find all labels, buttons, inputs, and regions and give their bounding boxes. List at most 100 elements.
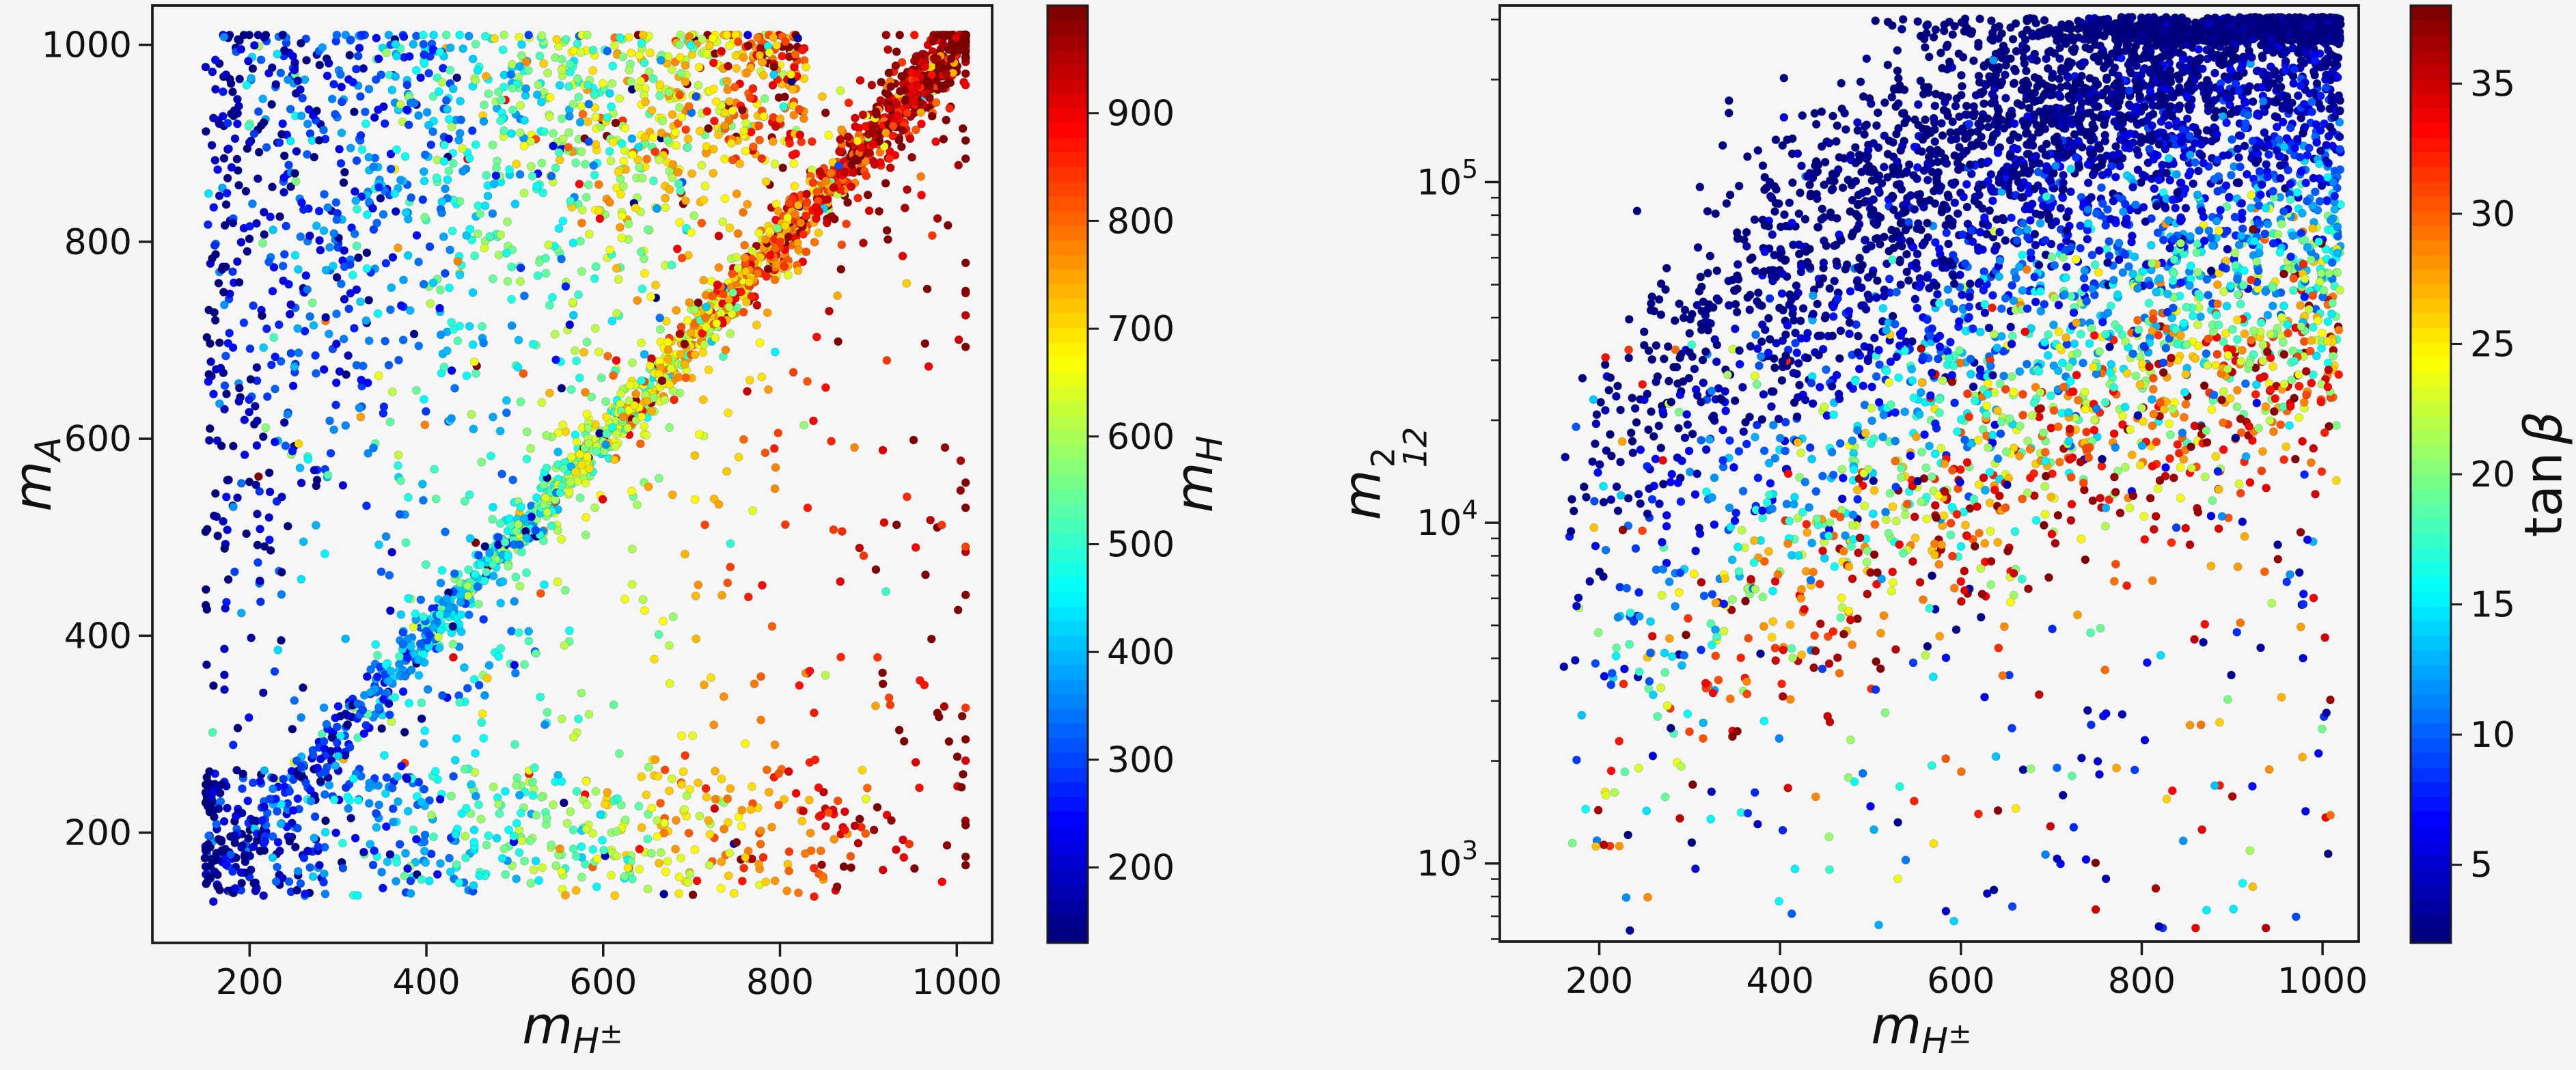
data-point [743, 592, 753, 602]
data-point [607, 316, 617, 326]
data-point [668, 774, 676, 784]
data-point [308, 872, 318, 881]
data-point [809, 416, 818, 426]
data-point [494, 87, 503, 96]
data-point [391, 207, 400, 216]
data-point [223, 575, 233, 584]
data-point [331, 400, 341, 410]
data-point [232, 257, 242, 266]
data-point [670, 395, 679, 404]
data-point [855, 814, 864, 824]
data-point [483, 191, 493, 201]
data-point [409, 825, 418, 834]
data-point [292, 147, 301, 156]
data-point [207, 141, 217, 150]
data-point [540, 127, 549, 137]
data-point [340, 294, 349, 304]
data-point [264, 535, 274, 545]
data-point [700, 680, 709, 689]
data-point [333, 702, 343, 711]
data-point [465, 490, 474, 499]
data-point [420, 784, 429, 794]
data-point [201, 62, 210, 72]
data-point [557, 114, 566, 124]
data-point [248, 64, 258, 73]
data-point [572, 786, 581, 796]
scatter-points [200, 30, 970, 906]
data-point [900, 203, 909, 212]
data-point [402, 105, 411, 115]
data-point [417, 698, 426, 708]
data-point [690, 495, 700, 504]
data-point [534, 876, 544, 886]
data-point [249, 842, 258, 851]
data-point [373, 650, 382, 660]
data-point [690, 451, 700, 461]
data-point [558, 217, 568, 225]
data-point [381, 788, 390, 798]
data-point [240, 450, 249, 460]
data-point [836, 264, 846, 274]
data-point [921, 570, 930, 579]
data-point [341, 30, 351, 40]
data-point [631, 389, 641, 399]
data-point [219, 817, 229, 826]
data-point [419, 40, 428, 49]
data-point [213, 531, 223, 540]
data-point [403, 251, 413, 260]
data-point [953, 752, 962, 761]
data-point [273, 838, 283, 847]
data-point [956, 486, 965, 495]
data-point [697, 161, 707, 170]
data-point [262, 392, 272, 401]
data-point [878, 679, 888, 689]
data-point [644, 763, 653, 772]
data-point [665, 185, 674, 194]
data-point [429, 30, 439, 40]
data-point [957, 711, 967, 721]
data-point [681, 751, 690, 760]
data-point [594, 347, 603, 357]
data-point [340, 167, 349, 177]
data-point [549, 800, 558, 810]
data-point [590, 170, 599, 180]
data-point [767, 622, 777, 631]
data-point [883, 45, 892, 55]
data-point [711, 767, 720, 776]
data-point [354, 795, 364, 805]
data-point [717, 774, 726, 784]
data-point [520, 660, 530, 669]
data-point [430, 465, 439, 474]
data-point [361, 721, 371, 730]
data-point [480, 691, 489, 700]
data-point [833, 796, 842, 806]
data-point [463, 683, 472, 693]
data-point [577, 842, 586, 851]
data-point [414, 111, 423, 120]
data-point [551, 163, 560, 173]
data-point [661, 203, 670, 212]
data-point [236, 478, 246, 488]
data-point [418, 195, 428, 204]
data-point [201, 585, 210, 594]
data-point [336, 159, 346, 168]
data-point [638, 595, 648, 605]
data-point [683, 134, 693, 143]
data-point [404, 493, 413, 502]
data-point [265, 487, 275, 497]
data-point [349, 323, 359, 333]
data-point [409, 40, 418, 49]
data-point [271, 384, 279, 394]
data-point [824, 131, 834, 140]
data-point [294, 264, 303, 274]
data-point [597, 373, 606, 383]
data-point [924, 361, 933, 371]
data-point [441, 184, 450, 193]
data-point [230, 134, 240, 143]
data-point [584, 180, 593, 190]
data-point [398, 687, 408, 696]
data-point [441, 30, 451, 40]
data-point [704, 860, 714, 870]
